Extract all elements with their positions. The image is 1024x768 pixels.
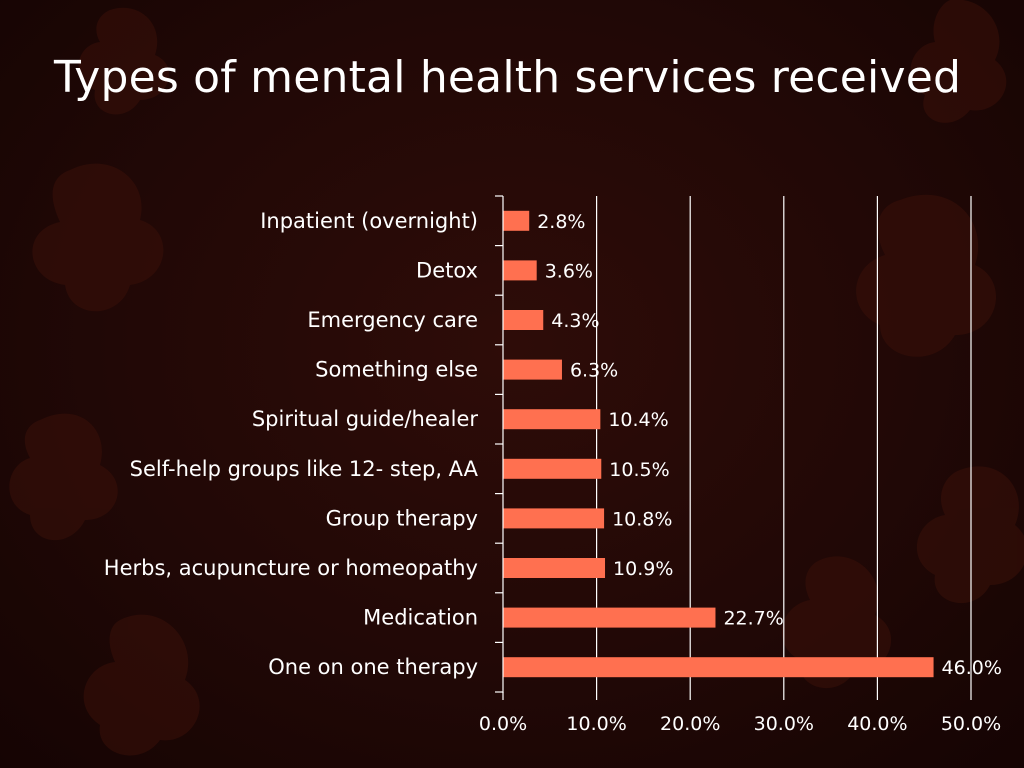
- leaf-decoration: [856, 194, 997, 357]
- x-tick-label: 40.0%: [847, 713, 907, 735]
- bar: [503, 359, 562, 380]
- leaf-decoration: [78, 7, 170, 115]
- bar: [503, 409, 601, 430]
- category-label: Something else: [315, 358, 478, 382]
- value-label: 10.4%: [608, 409, 668, 431]
- value-labels: 2.8% 3.6% 4.3% 6.3% 10.4% 10.5% 10.8% 10.9% 22.7…: [537, 211, 1002, 679]
- leaf-decoration: [910, 0, 1007, 123]
- x-tick-label: 20.0%: [660, 713, 720, 735]
- bar-series: [503, 210, 934, 678]
- leaf-decoration: [9, 413, 118, 541]
- bar: [503, 458, 602, 479]
- value-label: 2.8%: [537, 211, 585, 233]
- leaf-decoration: [32, 163, 164, 312]
- value-label: 3.6%: [545, 260, 593, 282]
- category-label: Spiritual guide/healer: [252, 407, 479, 431]
- value-label: 6.3%: [570, 360, 618, 382]
- category-label: Self-help groups like 12- step, AA: [130, 457, 479, 481]
- bar: [503, 558, 606, 578]
- category-labels: Inpatient (overnight) Detox Emergency care…: [104, 209, 479, 679]
- x-tick-label: 10.0%: [566, 713, 626, 735]
- category-label: Emergency care: [307, 308, 478, 332]
- bar: [503, 508, 605, 529]
- value-label: 10.9%: [613, 558, 673, 580]
- bar: [503, 310, 544, 330]
- category-label: Inpatient (overnight): [260, 209, 478, 233]
- category-label: Herbs, acupuncture or homeopathy: [104, 556, 478, 580]
- axes: [495, 195, 972, 700]
- value-label: 10.8%: [612, 508, 672, 530]
- x-tick-label: 50.0%: [941, 713, 1001, 735]
- category-label: One on one therapy: [268, 655, 478, 679]
- x-tick-labels: 0.0% 10.0% 20.0% 30.0% 40.0% 50.0%: [479, 713, 1001, 735]
- value-label: 4.3%: [551, 310, 599, 332]
- bar: [503, 657, 934, 678]
- category-label: Detox: [416, 258, 478, 282]
- leaf-decoration: [83, 614, 200, 756]
- bar: [503, 260, 537, 281]
- x-tick-label: 0.0%: [479, 713, 527, 735]
- value-label: 46.0%: [942, 657, 1002, 679]
- x-tick-label: 30.0%: [754, 713, 814, 735]
- category-label: Medication: [363, 606, 478, 630]
- bar: [503, 607, 716, 628]
- leaf-decoration: [781, 556, 892, 689]
- value-label: 22.7%: [723, 608, 783, 630]
- category-label: Group therapy: [326, 506, 478, 530]
- bar: [503, 210, 530, 231]
- value-label: 10.5%: [609, 459, 669, 481]
- slide-title: Types of mental health services received: [54, 52, 962, 103]
